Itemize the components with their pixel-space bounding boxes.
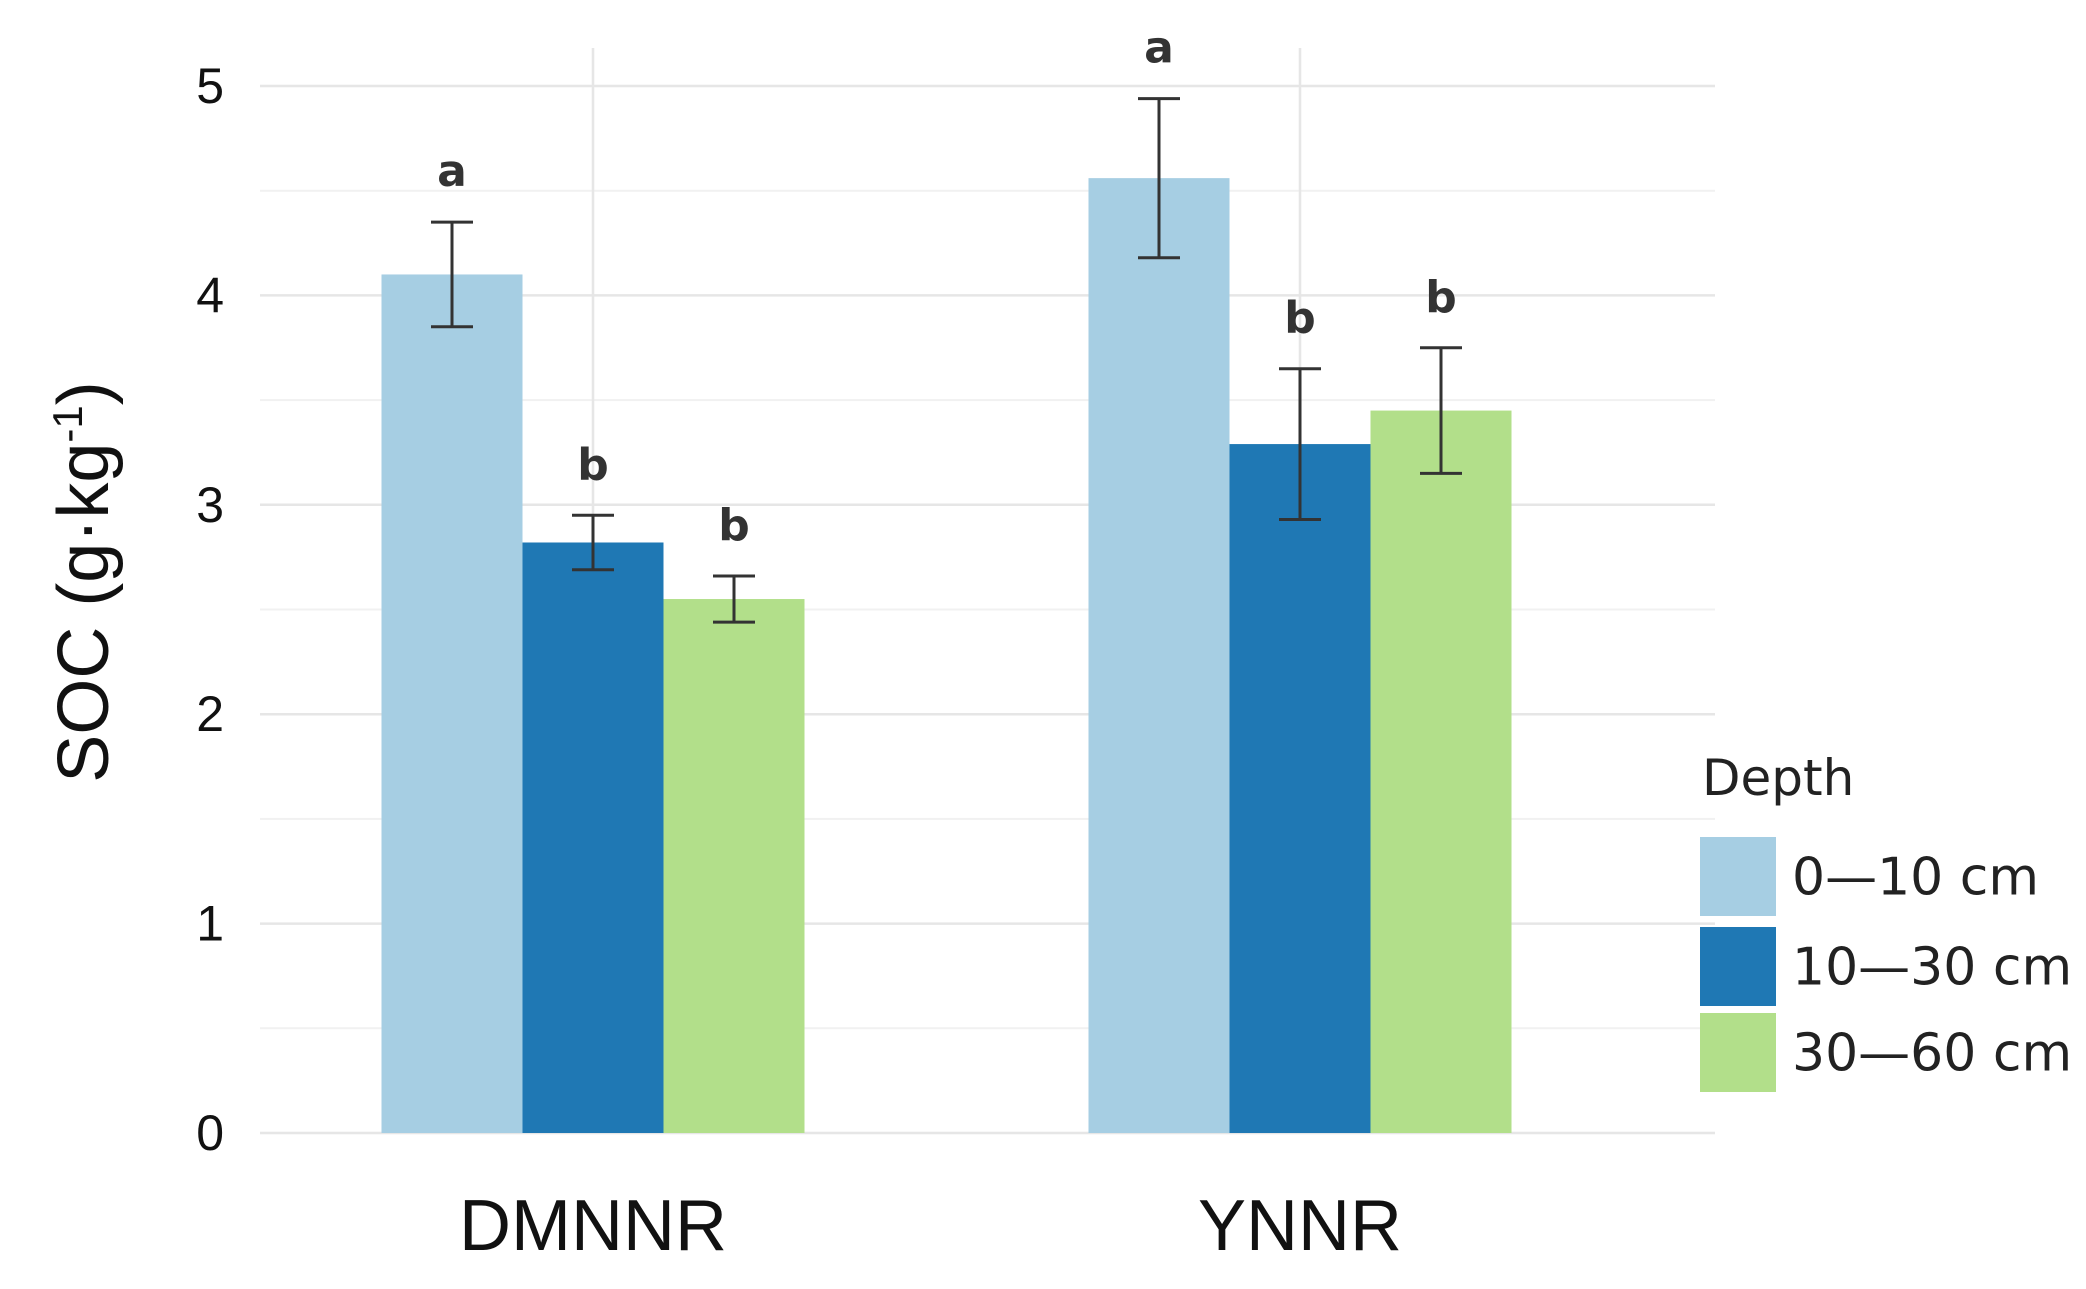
legend-label: 10—30 cm — [1792, 938, 2072, 998]
legend-item: 0—10 cm — [1700, 837, 2039, 916]
x-category-label: YNNR — [1198, 1186, 1402, 1266]
y-tick-label: 5 — [196, 58, 224, 114]
significance-letter: b — [1284, 293, 1316, 344]
bars — [381, 178, 1512, 1134]
error-bar — [1138, 97, 1180, 260]
bar — [1370, 410, 1512, 1133]
x-axis-categories: DMNNR YNNR — [459, 1186, 1402, 1266]
legend-swatch — [1700, 927, 1776, 1006]
bar — [1088, 178, 1230, 1134]
legend-swatch — [1700, 1013, 1776, 1092]
significance-letter: b — [1425, 272, 1457, 323]
y-axis-title-superscript: -1 — [44, 405, 91, 442]
bar — [1229, 444, 1371, 1134]
bar — [663, 599, 805, 1133]
y-tick-label: 4 — [196, 267, 224, 323]
x-category-label: DMNNR — [459, 1186, 727, 1266]
legend-item: 30—60 cm — [1700, 1013, 2072, 1092]
y-tick-label: 2 — [196, 686, 224, 742]
bar — [381, 274, 523, 1134]
error-bar — [1420, 346, 1462, 475]
significance-letter: a — [437, 146, 467, 197]
y-tick-label: 0 — [196, 1105, 224, 1161]
y-tick-label: 1 — [196, 896, 224, 952]
y-tick-label: 3 — [196, 477, 224, 533]
legend-title: Depth — [1702, 749, 1854, 807]
error-bar — [1279, 367, 1321, 521]
significance-letter: b — [577, 439, 609, 490]
legend-item: 10—30 cm — [1700, 927, 2072, 1006]
y-axis-ticks: 0 1 2 3 4 5 — [196, 58, 224, 1161]
y-axis-title: SOC (g·kg-1) — [44, 381, 124, 782]
legend-label: 30—60 cm — [1792, 1024, 2072, 1084]
significance-letter: b — [718, 500, 750, 551]
bar — [522, 542, 664, 1133]
legend: Depth 0—10 cm 10—30 cm 30—60 cm — [1700, 749, 2072, 1092]
significance-letter: a — [1144, 23, 1174, 74]
significance-letters: a b b a b b — [437, 23, 1457, 551]
error-bars — [431, 97, 1462, 624]
legend-swatch — [1700, 837, 1776, 916]
legend-label: 0—10 cm — [1792, 848, 2039, 908]
error-bar — [713, 574, 755, 624]
y-axis-title-main: SOC (g·kg — [44, 443, 124, 783]
error-bar — [431, 220, 473, 329]
error-bar — [572, 513, 614, 572]
y-axis-title-close: ) — [44, 381, 124, 405]
